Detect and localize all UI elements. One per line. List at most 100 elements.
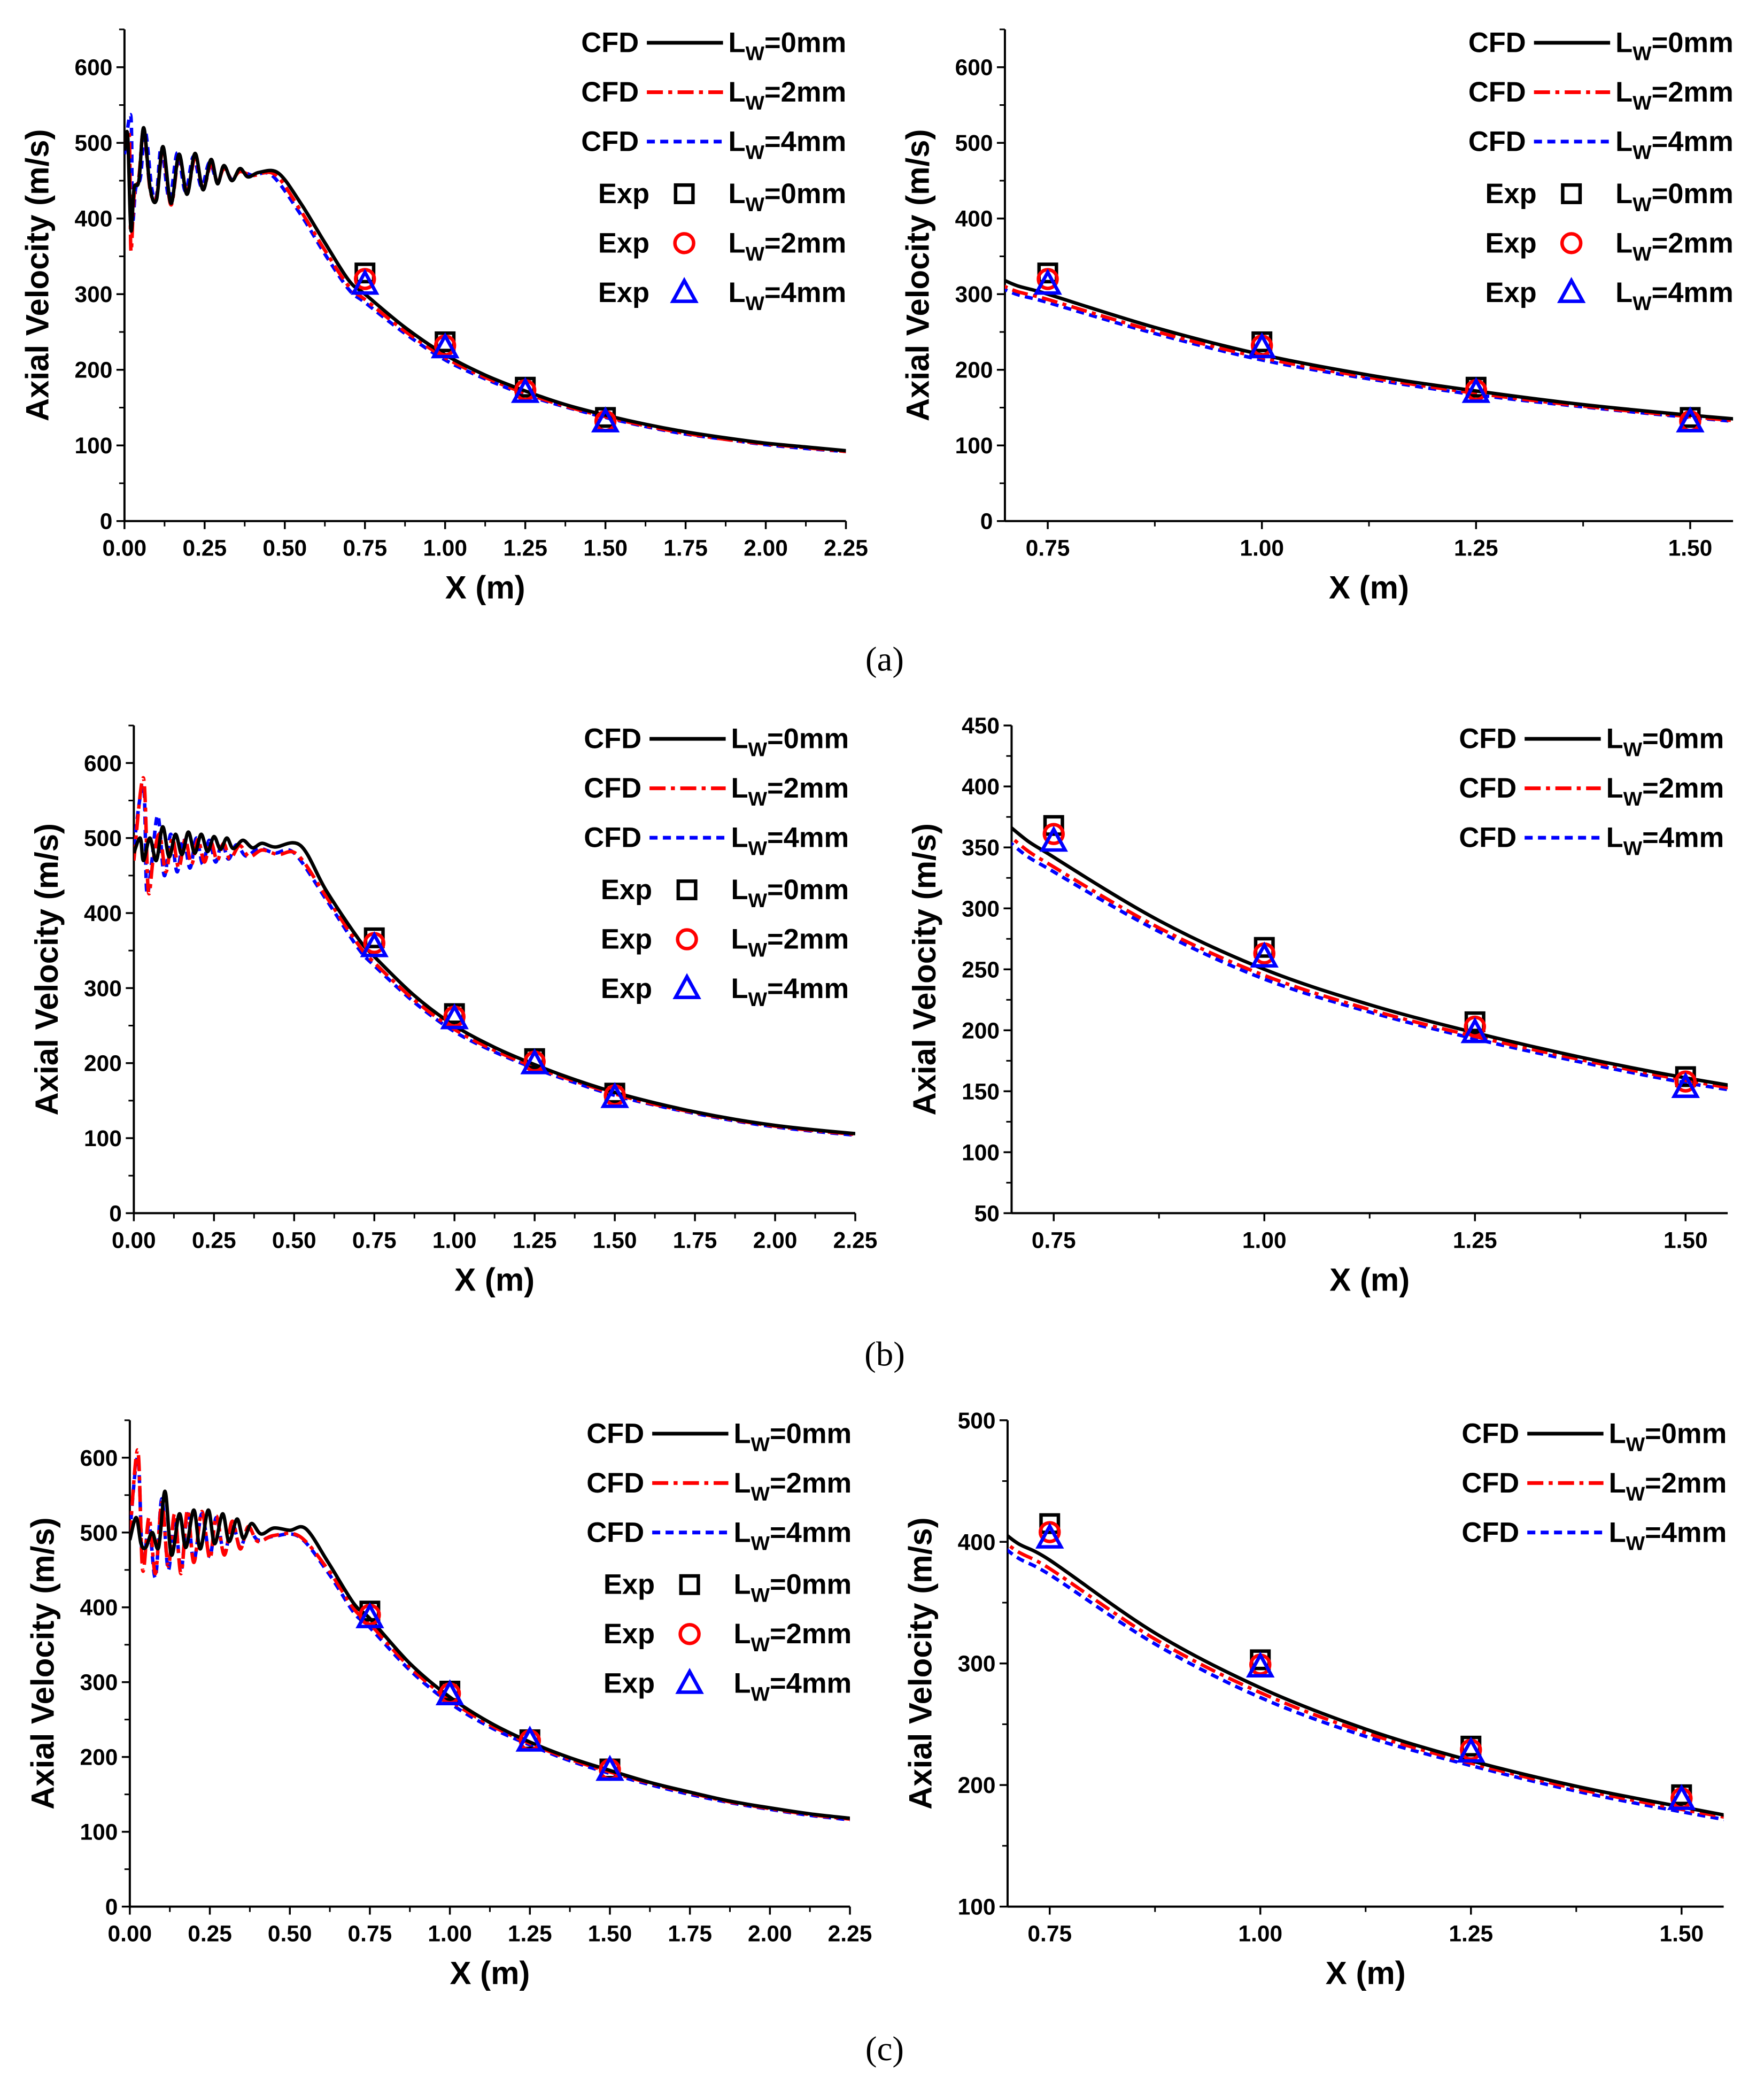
x-tick-label: 1.00: [1238, 1922, 1282, 1947]
legend-marker-triangle: [675, 1667, 704, 1694]
x-axis-title: X (m): [450, 1955, 530, 1991]
legend-kind: Exp: [604, 1668, 655, 1699]
legend-label: LW=2mm: [731, 924, 849, 961]
legend-label: LW=0mm: [1615, 27, 1734, 64]
y-tick-label: 450: [962, 714, 1000, 739]
legend-label: LW=4mm: [731, 822, 849, 860]
legend-entry: CFD LW=4mm: [1461, 1517, 1727, 1554]
exp-point-triangle: [1246, 1651, 1275, 1678]
x-tick-label: 0.25: [188, 1922, 232, 1947]
exp-point-triangle: [355, 1602, 384, 1628]
legend-label: LW=0mm: [731, 723, 849, 761]
x-tick-label: 1.75: [663, 536, 708, 561]
legend-label: LW=4mm: [1615, 277, 1734, 314]
legend-entry: CFD LW=4mm: [586, 1517, 852, 1554]
exp-point-triangle: [1039, 825, 1068, 852]
exp-point-triangle: [1460, 1017, 1489, 1043]
y-tick-label: 200: [958, 1773, 996, 1798]
legend-kind: Exp: [1485, 178, 1536, 210]
y-tick-label: 50: [974, 1201, 1000, 1226]
legend-kind: CFD: [584, 772, 641, 804]
x-tick-label: 1.75: [668, 1922, 712, 1947]
legend-marker-triangle: [672, 973, 701, 1000]
y-tick-label: 600: [955, 56, 993, 81]
legend-entry: CFD LW=0mm: [1461, 1418, 1727, 1455]
legend-label: LW=2mm: [729, 76, 847, 114]
y-tick-label: 400: [84, 901, 122, 926]
chart-panel-b-zoom: 0.75 1.00 1.25 1.50 50 100 150 200 250 300 350 400 4…: [907, 714, 1728, 1297]
cfd-line-0mm: [129, 1489, 850, 1820]
x-tick-label: 0.00: [103, 536, 147, 561]
legend-label: LW=4mm: [731, 973, 849, 1010]
y-tick-label: 400: [80, 1596, 118, 1621]
x-tick-label: 2.00: [744, 536, 788, 561]
legend-entry: CFD LW=2mm: [1468, 76, 1734, 114]
x-tick-label: 0.75: [343, 536, 387, 561]
y-tick-label: 100: [80, 1820, 118, 1845]
legend-kind: CFD: [1468, 76, 1526, 108]
y-tick-label: 0: [105, 1895, 118, 1920]
x-tick-label: 0.75: [1027, 1922, 1072, 1947]
legend-entry: Exp LW=0mm: [1485, 178, 1733, 215]
y-tick-label: 500: [955, 131, 993, 156]
legend-marker-triangle: [1557, 277, 1586, 303]
y-tick-label: 300: [958, 1652, 996, 1677]
y-tick-label: 0: [109, 1201, 122, 1226]
x-tick-label: 1.25: [1453, 1228, 1497, 1253]
y-axis-title: Axial Velocity (m/s): [902, 1517, 938, 1810]
caption-a: (a): [865, 640, 904, 679]
x-axis-title: X (m): [1326, 1955, 1406, 1991]
exp-point-triangle: [1671, 1072, 1700, 1099]
legend-label: LW=4mm: [729, 126, 847, 163]
x-tick-label: 1.25: [503, 536, 547, 561]
chart-panel-c-zoom: 0.75 1.00 1.25 1.50 100 200 300 400 500 X (m) Axia…: [902, 1409, 1727, 1991]
legend-label: LW=2mm: [1615, 227, 1734, 265]
legend-marker-circle: [678, 1622, 701, 1645]
x-tick-label: 1.25: [508, 1922, 552, 1947]
y-tick-label: 400: [958, 1530, 996, 1555]
y-tick-label: 200: [84, 1052, 122, 1077]
exp-point-triangle: [1033, 268, 1062, 295]
y-tick-label: 200: [80, 1745, 118, 1771]
legend-label: LW=2mm: [1606, 772, 1724, 810]
y-axis-title: Axial Velocity (m/s): [25, 1517, 60, 1810]
legend-kind: CFD: [1468, 126, 1526, 157]
exp-point-triangle: [515, 1726, 545, 1752]
legend-label: LW=4mm: [1609, 1517, 1727, 1554]
exp-point-triangle: [591, 406, 620, 432]
x-tick-label: 1.50: [583, 536, 628, 561]
legend-marker-triangle: [670, 277, 699, 303]
legend-entry: CFD LW=0mm: [586, 1418, 852, 1455]
legend-kind: CFD: [1461, 1517, 1519, 1548]
chart-panel-b-full: 0.00 0.25 0.50 0.75 1.00 1.25 1.50 1.75 2.00 2.25…: [29, 723, 877, 1298]
y-tick-label: 600: [84, 751, 122, 776]
legend-kind: CFD: [584, 822, 641, 854]
y-tick-label: 300: [962, 896, 1000, 922]
exp-point-triangle: [1676, 406, 1705, 432]
chart-panel-c-full: 0.00 0.25 0.50 0.75 1.00 1.25 1.50 1.75 2.00 2.25…: [25, 1418, 872, 1991]
x-axis-title: X (m): [1329, 570, 1409, 606]
legend-kind: CFD: [581, 27, 639, 58]
exp-point-square: [1039, 1513, 1061, 1534]
legend-label: LW=4mm: [729, 277, 847, 314]
y-tick-label: 300: [84, 976, 122, 1001]
legend-marker-square: [1561, 183, 1582, 204]
y-tick-label: 600: [80, 1446, 118, 1471]
x-tick-label: 2.25: [828, 1922, 872, 1947]
legend-entry: Exp LW=4mm: [1485, 277, 1733, 314]
legend-entry: CFD LW=0mm: [581, 27, 846, 64]
exp-point-triangle: [1457, 1736, 1486, 1763]
legend-entry: CFD LW=0mm: [584, 723, 849, 761]
cfd-line-4mm: [134, 783, 856, 1137]
y-axis-title: Axial Velocity (m/s): [900, 129, 935, 422]
chart-panel-a-full: 0.00 0.25 0.50 0.75 1.00 1.25 1.50 1.75 2.00 2.25…: [19, 27, 868, 605]
legend-entry: CFD LW=0mm: [1459, 723, 1724, 761]
exp-point-triangle: [440, 1003, 469, 1030]
legend-label: LW=0mm: [734, 1569, 852, 1606]
x-tick-label: 1.50: [1668, 536, 1713, 561]
legend-kind: CFD: [581, 76, 639, 108]
x-tick-label: 1.25: [1454, 536, 1498, 561]
exp-point-circle: [1042, 823, 1065, 845]
legend-label: LW=2mm: [1615, 76, 1734, 114]
legend-entry: Exp LW=4mm: [598, 277, 846, 314]
